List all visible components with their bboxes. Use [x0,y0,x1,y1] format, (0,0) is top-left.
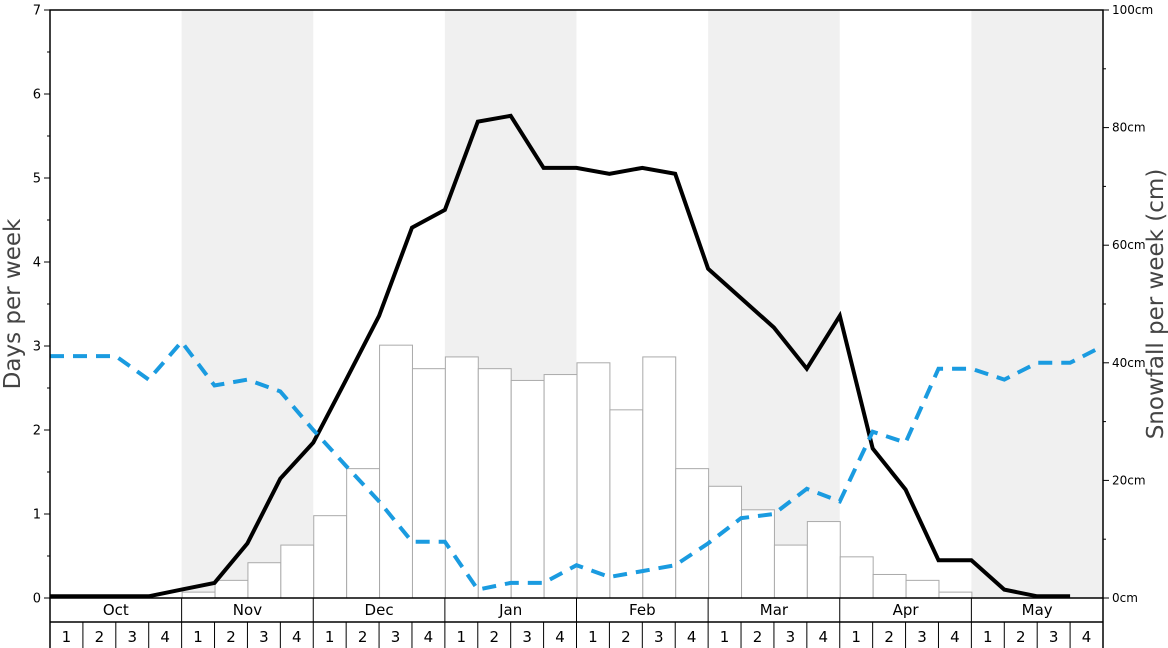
week-label: 2 [358,628,368,646]
right-tick-label: 0cm [1112,591,1138,605]
snowfall-bar [181,591,216,599]
snowfall-bar [280,544,315,599]
snowfall-bar [806,521,841,599]
snowfall-bar [675,468,710,599]
left-axis: 0 1 2 3 4 5 6 7 [33,4,50,607]
snowfall-bar [510,379,545,599]
left-tick-label: 6 [33,88,41,103]
x-axis-months-weeks: Oct 1 2 3 4 Nov 1 2 3 4 Dec 1 2 3 4 Jan 1 2 3 4 Feb 1 2 3 4 Mar 1 2… [49,598,1104,648]
month-shading [181,10,1103,598]
week-label: 2 [489,628,499,646]
right-axis: 0cm 20cm 40cm 60cm 80cm 100cm [1103,3,1153,605]
snowfall-bar [379,344,413,599]
week-label: 3 [917,628,927,646]
week-label: 4 [950,628,960,646]
week-label: 1 [193,628,203,646]
week-label: 1 [720,628,730,646]
snowfall-bar [773,544,808,599]
snowfall-bar [313,515,348,599]
month-label-oct: Oct [103,601,129,619]
shade-band-nov [181,10,314,598]
week-label: 1 [851,628,861,646]
week-label: 3 [786,628,796,646]
snowfall-bar [872,573,907,599]
left-tick-label: 7 [33,4,41,19]
left-tick-label: 5 [33,172,41,187]
snowfall-bar [411,368,446,599]
month-label-nov: Nov [233,601,262,619]
left-tick-label: 2 [33,424,41,439]
right-tick-label: 20cm [1112,473,1146,487]
solid-days-line [50,113,1071,599]
snowfall-bar [346,468,381,599]
month-label-may: May [1022,601,1053,619]
week-label: 2 [226,628,236,646]
left-tick-label: 0 [33,592,41,607]
snowfall-bar [543,374,578,599]
week-label: 2 [884,628,894,646]
week-label: 1 [588,628,598,646]
snowfall-bar [247,562,282,599]
week-label: 2 [621,628,631,646]
snowfall-bar [905,579,940,599]
shade-band-may [971,10,1103,598]
left-tick-label: 3 [33,340,41,355]
month-label-mar: Mar [760,601,789,619]
snowfall-bar [609,409,644,599]
snowfall-bar [576,362,611,599]
right-tick-label: 40cm [1112,356,1146,370]
snowfall-bar [444,356,479,599]
month-label-jan: Jan [498,601,522,619]
week-label: 3 [391,628,401,646]
left-tick-label: 4 [33,256,41,271]
week-label: 3 [522,628,532,646]
week-label: 4 [819,628,829,646]
snowfall-bar [214,579,249,599]
snowfall-bar [708,485,743,599]
week-label: 4 [424,628,434,646]
snowfall-bar [938,591,973,599]
dashed-days-line [50,338,1104,592]
left-axis-title: Days per week [0,218,26,389]
week-label: 3 [654,628,664,646]
right-axis-title: Snowfall per week (cm) [1143,169,1168,440]
snowfall-bars [181,344,973,599]
week-label: 1 [62,628,72,646]
week-label: 2 [1016,628,1026,646]
snowfall-bar [642,356,677,599]
week-label: 4 [555,628,565,646]
week-label: 2 [95,628,105,646]
week-label: 1 [983,628,993,646]
week-label: 3 [259,628,269,646]
left-tick-label: 1 [33,508,41,523]
week-label: 2 [753,628,763,646]
day-lines [50,113,1104,599]
month-label-feb: Feb [629,601,656,619]
snowfall-bar [741,509,775,599]
right-tick-label: 80cm [1112,121,1146,135]
right-tick-label: 100cm [1112,3,1153,17]
week-label: 4 [1082,628,1092,646]
week-label: 4 [160,628,170,646]
month-label-dec: Dec [365,601,394,619]
right-tick-label: 60cm [1112,238,1146,252]
week-label: 3 [127,628,137,646]
week-label: 4 [687,628,697,646]
month-label-apr: Apr [893,601,920,619]
snowfall-bar [839,556,874,599]
week-label: 1 [325,628,335,646]
week-label: 1 [457,628,467,646]
snowfall-bar [477,368,512,599]
week-label: 3 [1049,628,1059,646]
week-label: 4 [292,628,302,646]
